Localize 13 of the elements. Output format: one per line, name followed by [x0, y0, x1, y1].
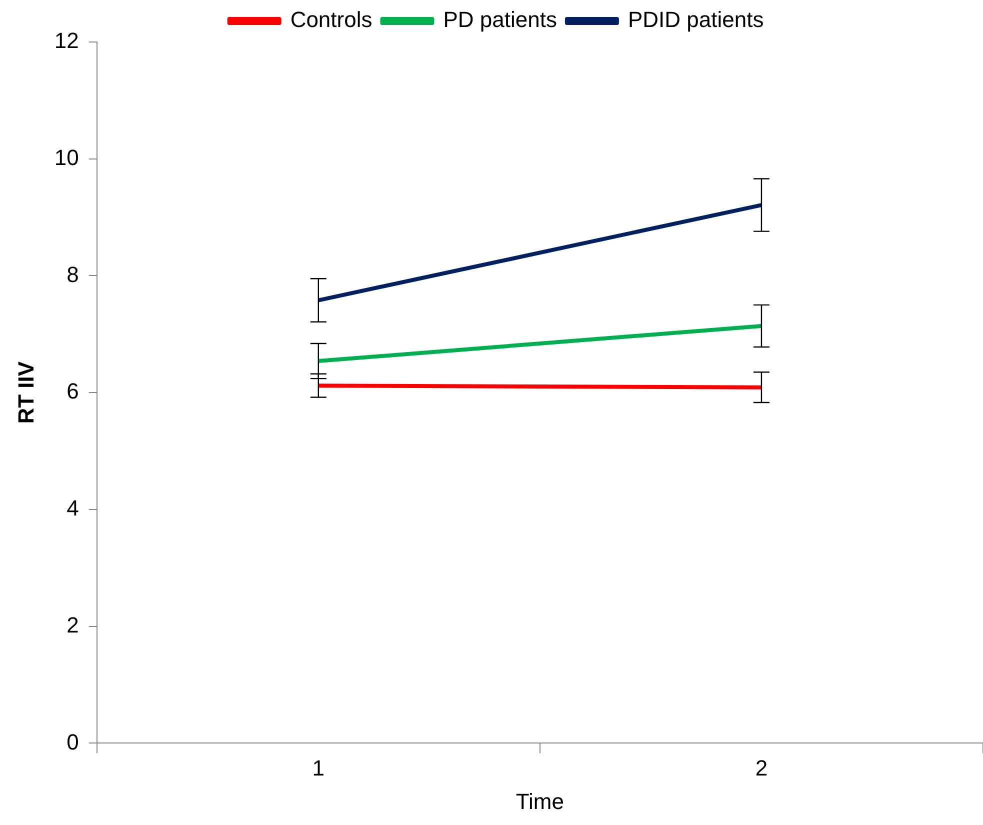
x-axis-title: Time: [516, 788, 564, 814]
y-axis-title: RT IIV: [13, 361, 38, 424]
y-tick-label: 10: [54, 144, 79, 170]
y-tick-label: 8: [66, 262, 79, 287]
legend-label: PDID patients: [628, 7, 764, 32]
x-tick-label: 1: [312, 755, 325, 780]
y-tick-label: 4: [66, 496, 79, 521]
legend-label: Controls: [290, 7, 372, 32]
y-tick-label: 2: [66, 612, 79, 638]
y-tick-label: 6: [66, 378, 79, 404]
legend-label: PD patients: [443, 7, 557, 32]
y-tick-label: 0: [66, 729, 79, 754]
y-tick-label: 12: [54, 28, 79, 54]
